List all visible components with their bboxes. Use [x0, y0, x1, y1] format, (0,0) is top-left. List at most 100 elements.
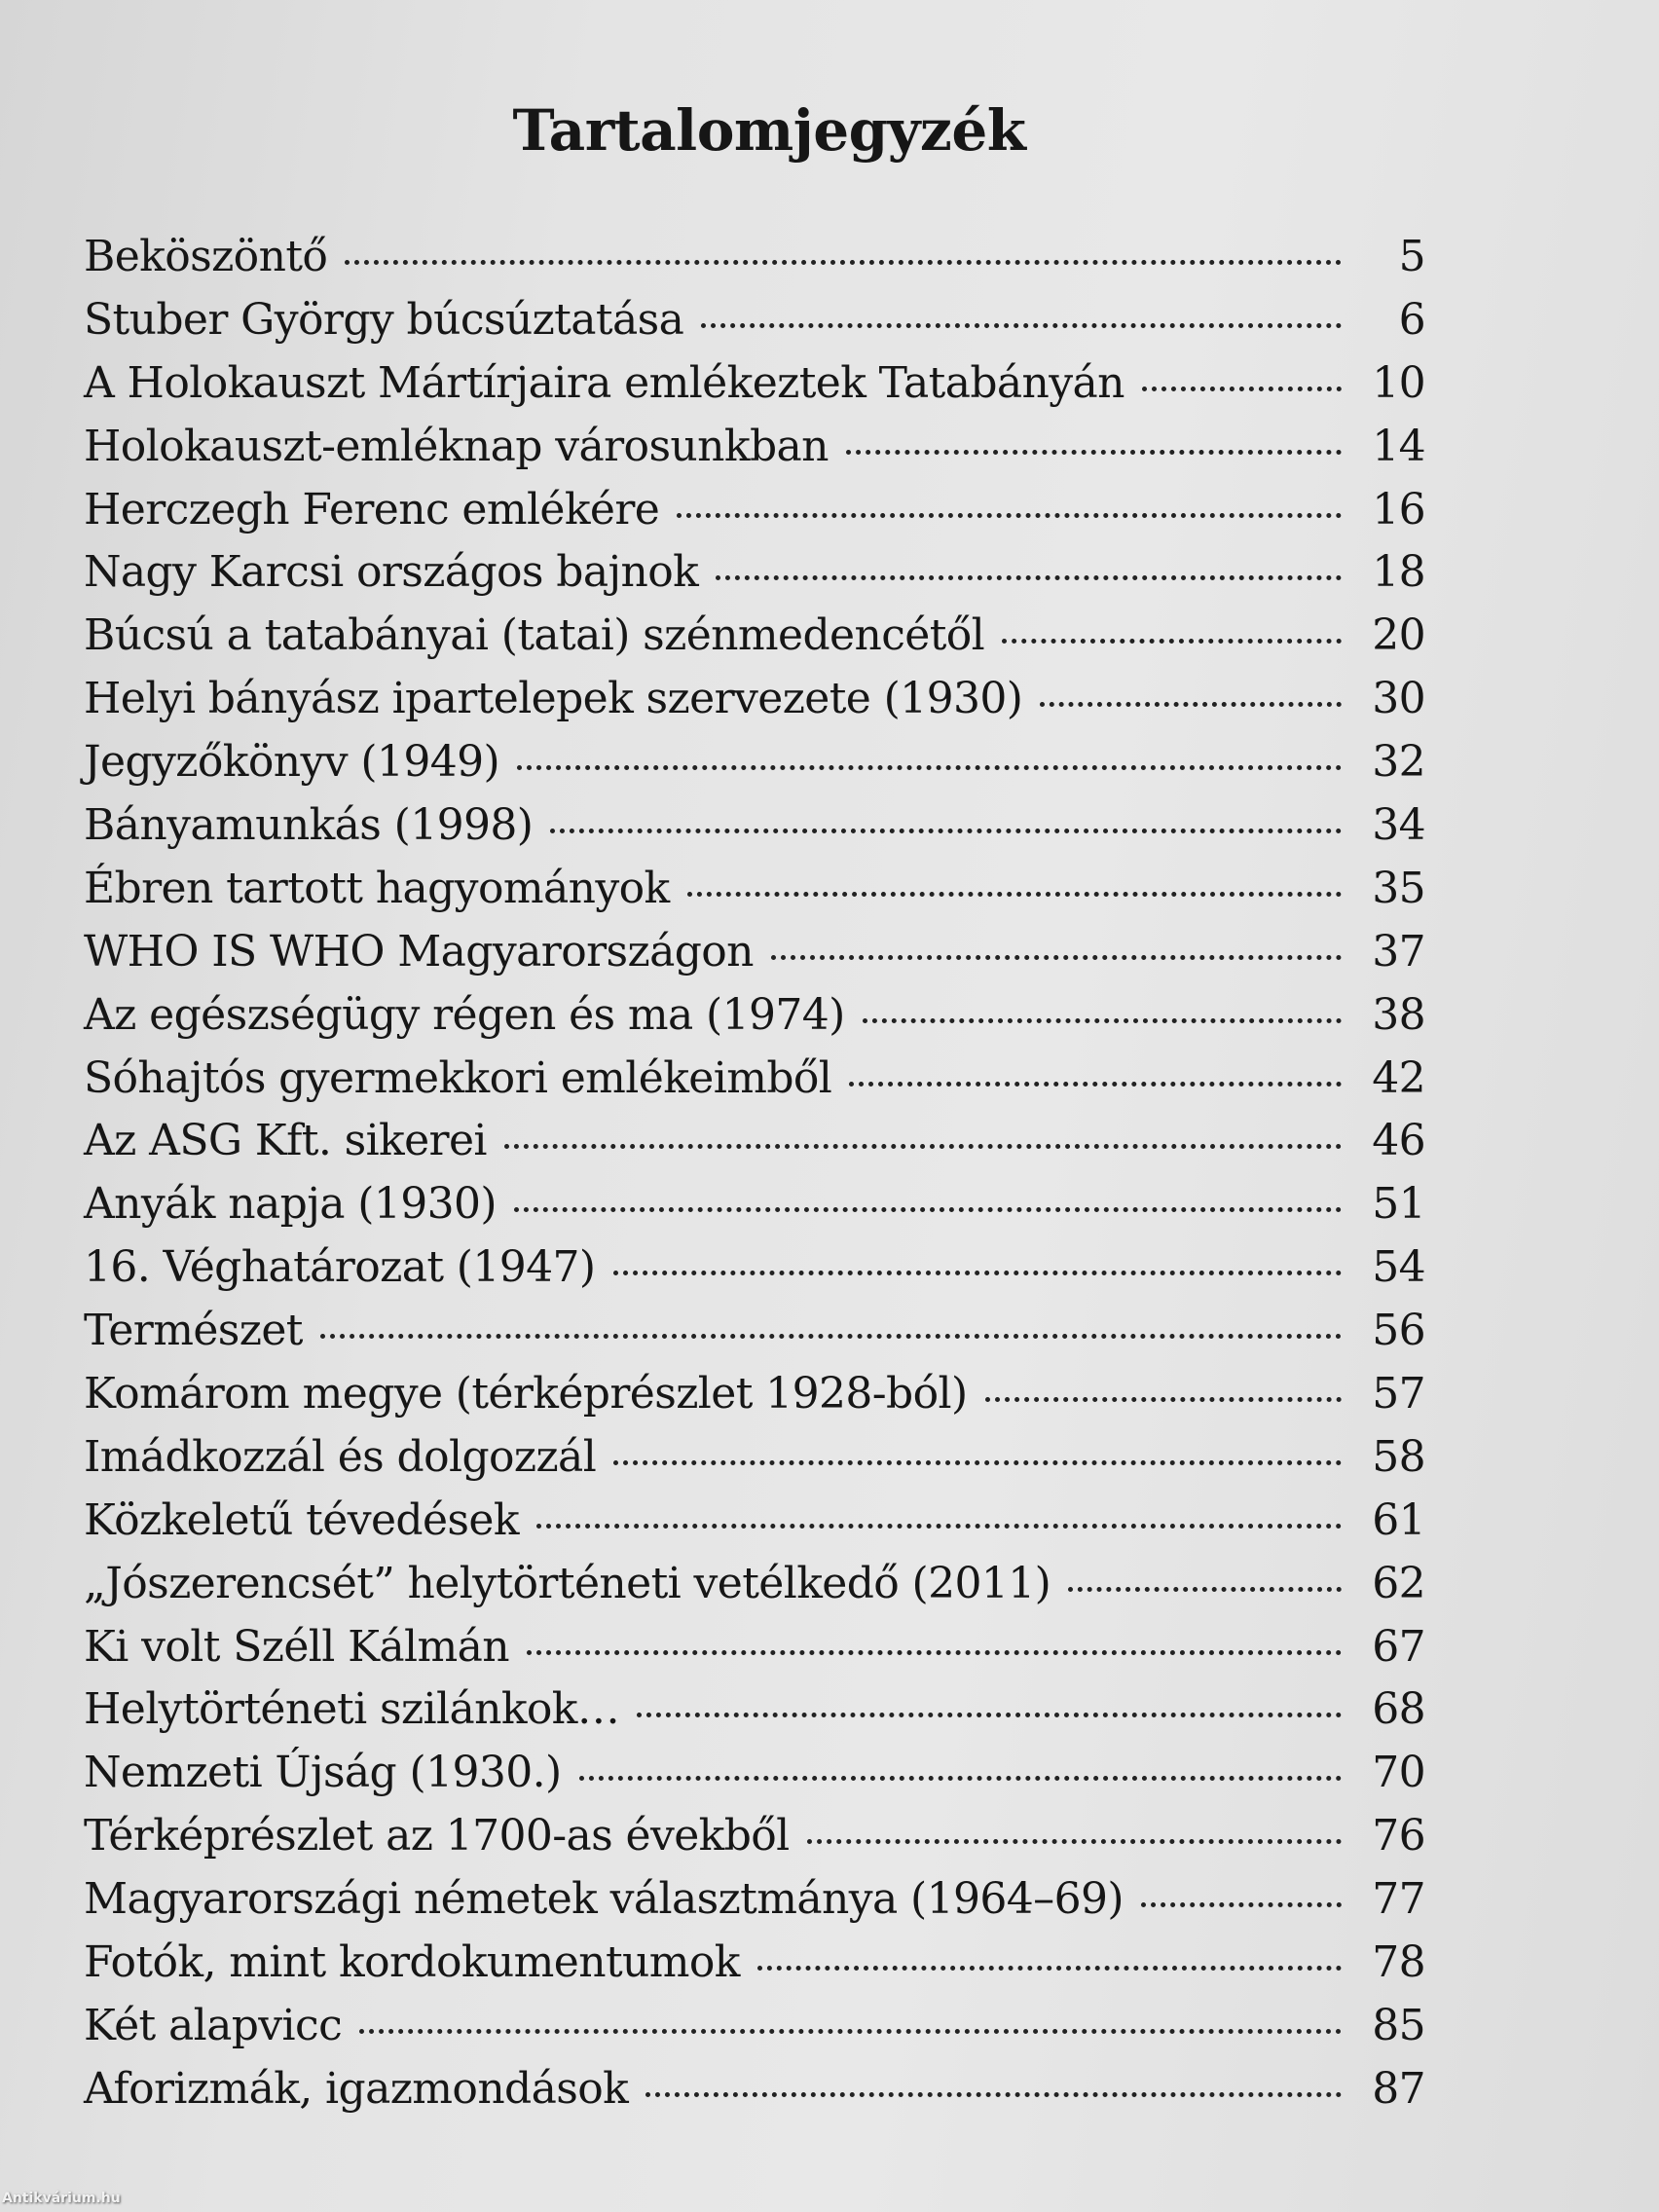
toc-entry: Holokauszt-emléknap városunkban 14	[84, 421, 1426, 485]
dot-leader	[677, 512, 1342, 518]
toc-entry: Helytörténeti szilánkok… 68	[84, 1684, 1426, 1748]
toc-entry-title: Természet	[84, 1306, 303, 1356]
toc-entry: Természet 56	[84, 1306, 1426, 1369]
toc-entry-page: 67	[1372, 1621, 1425, 1672]
dot-leader	[578, 1776, 1342, 1782]
toc-entry-page: 85	[1372, 2000, 1425, 2050]
toc-entry-page: 62	[1372, 1558, 1425, 1608]
toc-entry-title: Az ASG Kft. sikerei	[84, 1116, 488, 1166]
dot-leader	[550, 829, 1342, 834]
dot-leader	[806, 1839, 1342, 1845]
toc-entry: Az egészségügy régen és ma (1974) 38	[84, 989, 1426, 1053]
toc-entry-page: 18	[1372, 547, 1425, 598]
dot-leader	[845, 449, 1342, 455]
toc-entry: Nagy Karcsi országos bajnok 18	[84, 547, 1426, 610]
toc-entry-page: 5	[1398, 232, 1426, 281]
toc-entry-page: 51	[1372, 1179, 1425, 1230]
toc-entry: Sóhajtós gyermekkori emlékeimből 42	[84, 1052, 1426, 1117]
toc-entry: 16. Véghatározat (1947) 54	[84, 1242, 1426, 1306]
toc-entry-page: 57	[1372, 1369, 1425, 1419]
toc-entry-title: Nagy Karcsi országos bajnok	[84, 547, 699, 598]
dot-leader	[1002, 639, 1342, 645]
toc-entry-page: 32	[1372, 737, 1425, 788]
toc-entry-title: WHO IS WHO Magyarországon	[84, 926, 755, 977]
dot-leader	[613, 1459, 1342, 1465]
dot-leader	[517, 765, 1342, 771]
toc-entry-title: Aforizmák, igazmondások	[84, 2063, 629, 2114]
dot-leader	[756, 1966, 1342, 1972]
dot-leader	[770, 954, 1342, 960]
dot-leader	[637, 1713, 1342, 1718]
toc-entry-page: 78	[1372, 1937, 1425, 1988]
toc-entry-page: 77	[1372, 1874, 1425, 1925]
toc-entry: Imádkozzál és dolgozzál 58	[84, 1431, 1426, 1495]
dot-leader	[645, 2091, 1342, 2097]
toc-entry-page: 76	[1372, 1811, 1425, 1862]
toc-entry: Búcsú a tatabányai (tatai) szénmedencétő…	[84, 610, 1426, 674]
toc-entry: Fotók, mint kordokumentumok 78	[84, 1937, 1426, 2001]
toc-entry: Térképrészlet az 1700-as évekből 76	[84, 1811, 1426, 1874]
toc-entry-title: Imádkozzál és dolgozzál	[84, 1431, 597, 1482]
toc-entry: Közkeletű tévedések 61	[84, 1494, 1426, 1559]
toc-entry-title: Közkeletű tévedések	[84, 1494, 519, 1545]
dot-leader	[849, 1081, 1342, 1087]
table-of-contents: Beköszöntő 5 Stuber György búcsúztatása 6 A …	[84, 232, 1426, 2127]
toc-entry: WHO IS WHO Magyarországon 37	[84, 926, 1426, 990]
toc-entry-page: 14	[1372, 421, 1425, 471]
toc-entry: Nemzeti Újság (1930.) 70	[84, 1748, 1426, 1811]
toc-entry-page: 58	[1372, 1431, 1425, 1482]
toc-entry-page: 68	[1372, 1684, 1425, 1735]
dot-leader	[984, 1397, 1342, 1403]
toc-entry-title: Térképrészlet az 1700-as évekből	[84, 1811, 790, 1862]
toc-entry-page: 70	[1372, 1748, 1425, 1798]
page-title: Tartalomjegyzék	[512, 97, 1026, 164]
dot-leader	[359, 2028, 1342, 2034]
toc-entry: Magyarországi németek választmánya (1964…	[84, 1874, 1426, 1937]
dot-leader	[503, 1144, 1342, 1150]
dot-leader	[1068, 1586, 1342, 1592]
dot-leader	[319, 1334, 1342, 1340]
toc-entry-title: Jegyzőkönyv (1949)	[84, 737, 500, 788]
toc-entry-title: 16. Véghatározat (1947)	[84, 1242, 596, 1293]
dot-leader	[716, 575, 1342, 581]
toc-entry: Herczegh Ferenc emlékére 16	[84, 484, 1426, 548]
toc-entry: Beköszöntő 5	[84, 232, 1426, 295]
toc-entry-title: Helytörténeti szilánkok…	[84, 1684, 620, 1735]
toc-entry: Aforizmák, igazmondások 87	[84, 2063, 1426, 2127]
toc-entry: Jegyzőkönyv (1949) 32	[84, 737, 1426, 800]
toc-entry: Stuber György búcsúztatása 6	[84, 294, 1426, 358]
dot-leader	[862, 1017, 1342, 1023]
toc-entry: A Holokauszt Mártírjaira emlékeztek Tata…	[84, 357, 1426, 422]
toc-entry-page: 10	[1372, 357, 1425, 408]
toc-entry-page: 35	[1372, 863, 1425, 913]
toc-entry: „Jószerencsét” helytörténeti vetélkedő (…	[84, 1558, 1426, 1622]
toc-entry-page: 87	[1372, 2063, 1425, 2114]
toc-entry-title: Ki volt Széll Kálmán	[84, 1621, 510, 1672]
toc-entry: Komárom megye (térképrészlet 1928-ból) 57	[84, 1369, 1426, 1432]
toc-entry: Ébren tartott hagyományok 35	[84, 863, 1426, 927]
toc-entry-title: Anyák napja (1930)	[84, 1179, 498, 1230]
toc-entry-title: Búcsú a tatabányai (tatai) szénmedencétő…	[84, 610, 985, 661]
toc-entry-page: 16	[1372, 484, 1425, 535]
toc-entry-title: Az egészségügy régen és ma (1974)	[84, 989, 845, 1040]
toc-entry-title: Bányamunkás (1998)	[84, 800, 534, 851]
toc-entry-page: 54	[1372, 1242, 1425, 1293]
toc-entry-title: Stuber György búcsúztatása	[84, 294, 684, 345]
toc-entry-title: Ébren tartott hagyományok	[84, 863, 670, 913]
toc-entry: Anyák napja (1930) 51	[84, 1179, 1426, 1242]
watermark: Antikvárium.hu	[2, 2191, 121, 2206]
dot-leader	[1140, 1902, 1342, 1908]
toc-entry-title: „Jószerencsét” helytörténeti vetélkedő (…	[84, 1558, 1051, 1608]
toc-entry: Ki volt Széll Kálmán 67	[84, 1621, 1426, 1685]
toc-entry: Két alapvicc 85	[84, 2000, 1426, 2064]
dot-leader	[1141, 386, 1342, 391]
dot-leader	[535, 1523, 1342, 1529]
toc-entry-title: Helyi bányász ipartelepek szervezete (19…	[84, 674, 1023, 724]
dot-leader	[1040, 702, 1342, 708]
toc-entry-page: 46	[1372, 1116, 1425, 1166]
toc-entry-title: Sóhajtós gyermekkori emlékeimből	[84, 1052, 832, 1103]
toc-entry-page: 34	[1372, 800, 1425, 851]
toc-entry: Bányamunkás (1998) 34	[84, 800, 1426, 864]
dot-leader	[345, 260, 1342, 265]
dot-leader	[513, 1207, 1342, 1213]
